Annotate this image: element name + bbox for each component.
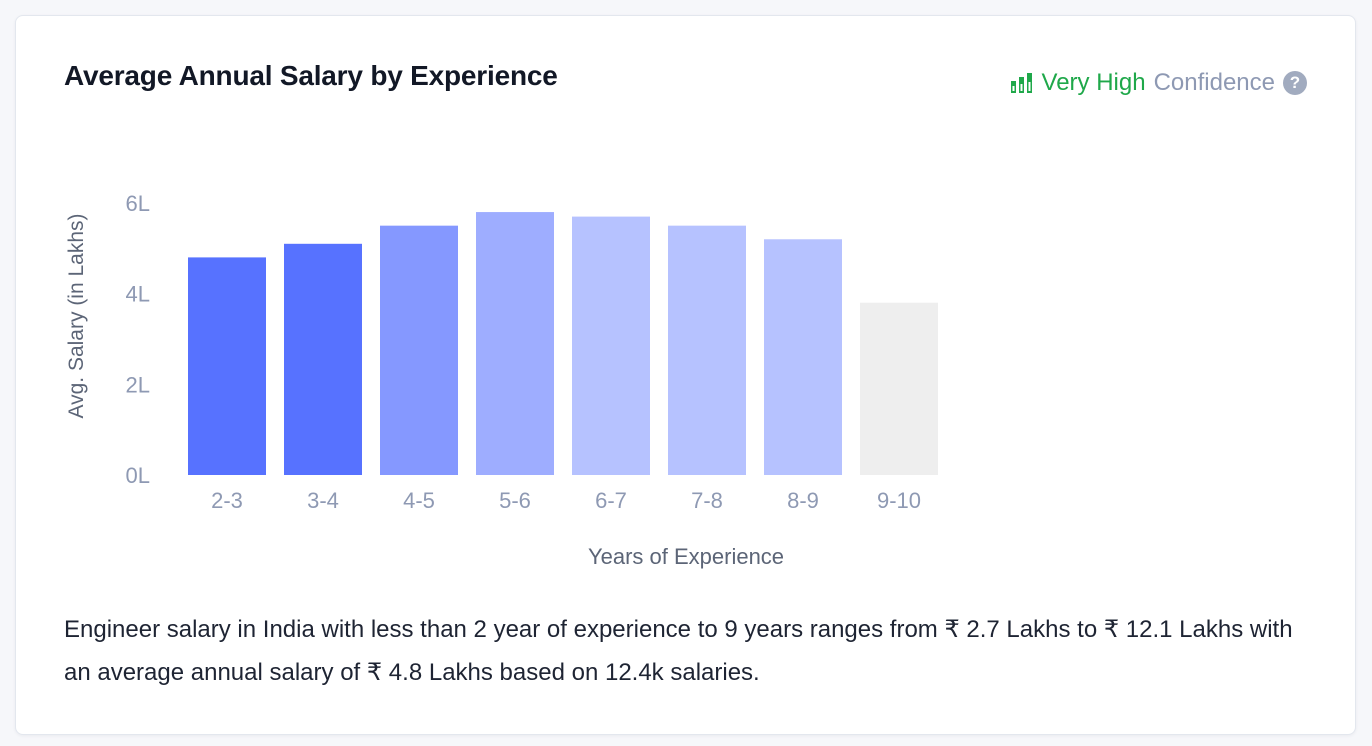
y-tick-label: 0L [126, 463, 150, 488]
confidence-indicator: Very High Confidence ? [1010, 69, 1307, 97]
bar-9-10 [860, 302, 938, 475]
confidence-level: Very High [1041, 69, 1146, 96]
x-tick-label: 4-5 [403, 488, 435, 513]
y-axis-label: Avg. Salary (in Lakhs) [65, 213, 88, 418]
bar-2-3 [188, 257, 266, 475]
salary-card: Average Annual Salary by Experience Very… [15, 15, 1356, 735]
x-tick-label: 3-4 [307, 488, 339, 513]
bar-3-4 [284, 243, 362, 475]
y-tick-label: 6L [126, 191, 150, 216]
salary-summary: Engineer salary in India with less than … [64, 616, 1293, 686]
x-tick-label: 8-9 [787, 488, 819, 513]
x-tick-label: 6-7 [595, 488, 627, 513]
chart-title: Average Annual Salary by Experience [64, 60, 558, 91]
confidence-label: Confidence [1153, 69, 1275, 96]
x-tick-label: 9-10 [877, 488, 921, 513]
x-tick-label: 5-6 [499, 488, 531, 513]
bar-chart-signal-icon [1010, 73, 1032, 93]
y-tick-label: 2L [126, 372, 150, 397]
bar-8-9 [764, 239, 842, 475]
salary-bar-chart: 0L 2L 4L 6L Avg. Salary (in Lakhs) 2-3 3-4 4-5 5… [65, 191, 938, 569]
y-tick-label: 4L [126, 282, 150, 307]
help-icon[interactable]: ? [1283, 71, 1307, 95]
bar-5-6 [476, 212, 554, 476]
x-axis-label: Years of Experience [588, 544, 784, 569]
x-tick-label: 7-8 [691, 488, 723, 513]
bar-4-5 [380, 225, 458, 475]
x-tick-label: 2-3 [211, 488, 243, 513]
bar-7-8 [668, 225, 746, 475]
bar-6-7 [572, 216, 650, 475]
